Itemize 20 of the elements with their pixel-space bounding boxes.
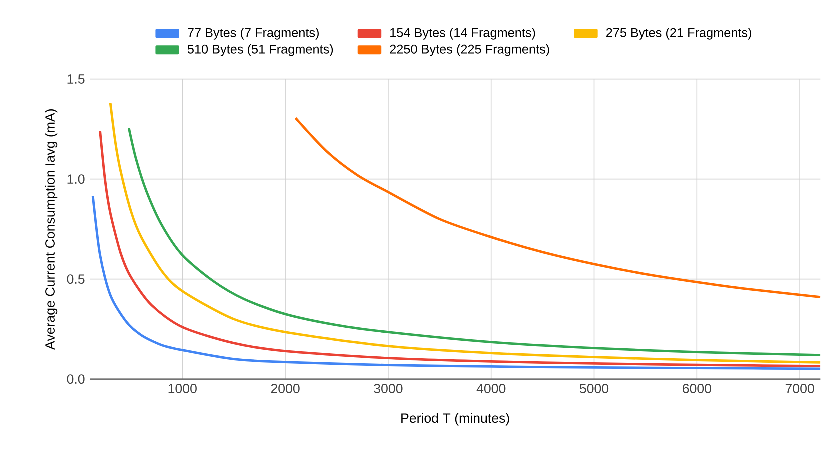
legend-label: 510 Bytes (51 Fragments) [188,44,334,56]
y-tick-label: 0.0 [67,374,85,384]
y-tick-label: 1.5 [68,74,85,84]
legend-label: 77 Bytes (7 Fragments) [188,28,319,40]
x-tick-label: 6000 [683,384,712,394]
legend-label: 275 Bytes (21 Fragments) [606,28,752,40]
x-axis-title: Period T (minutes) [402,413,510,426]
line-series [294,117,821,299]
y-tick-label: 1.0 [68,174,85,184]
y-axis-title: Average Current Consumption Iavg (mA) [45,110,58,350]
x-tick-label: 1000 [168,384,197,394]
legend-label: 154 Bytes (14 Fragments) [390,28,536,40]
x-tick-label: 2000 [271,384,300,394]
y-tick-label: 0.5 [67,274,85,284]
legend-label: 2250 Bytes (225 Fragments) [390,44,550,56]
line-series [92,195,821,370]
x-tick-label: 5000 [580,384,609,394]
x-tick-label: 7000 [786,384,814,394]
x-tick-label: 3000 [374,384,403,394]
x-tick-label: 4000 [476,384,506,394]
